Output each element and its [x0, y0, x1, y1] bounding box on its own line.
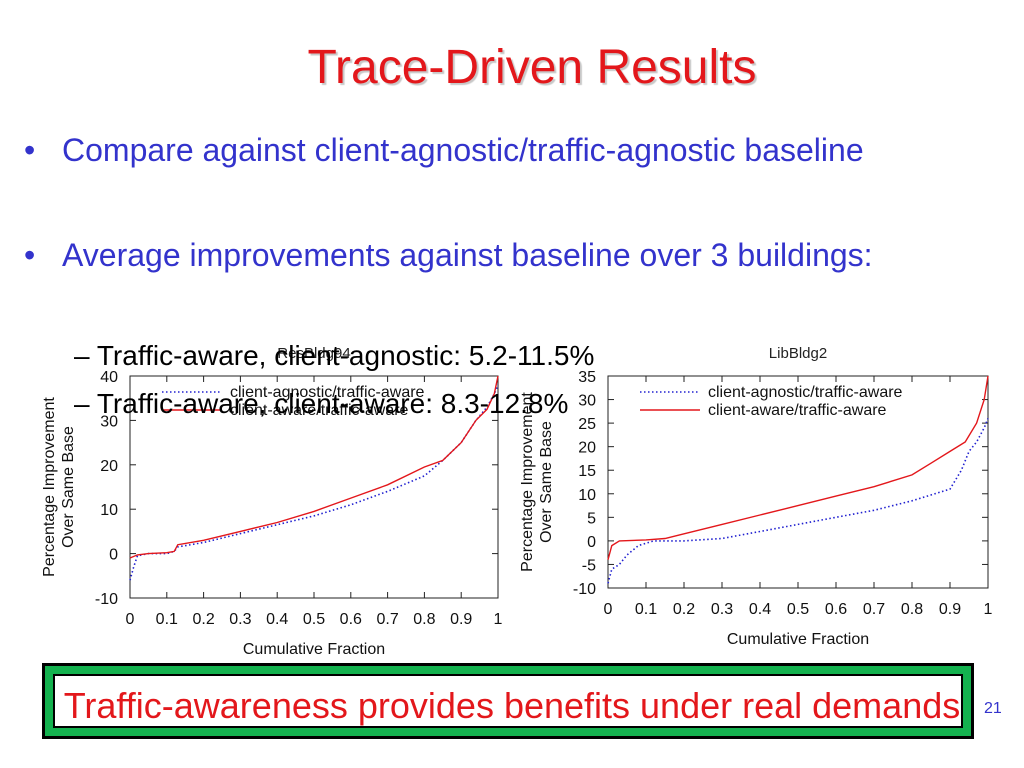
y-tick-label: 30 [100, 413, 118, 430]
page-number: 21 [984, 700, 1002, 717]
y-axis-label-line: Over Same Base [60, 426, 77, 548]
bullet-marker: • [24, 132, 36, 168]
x-tick-label: 0.2 [192, 611, 214, 628]
x-tick-label: 0 [126, 611, 135, 628]
x-tick-label: 0.7 [863, 601, 885, 618]
y-tick-label: 5 [587, 510, 596, 527]
footer-inner [53, 674, 963, 728]
y-tick-label: 10 [100, 502, 118, 519]
series-line-1 [129, 384, 499, 581]
chart-svg: LibBldg2 -10 -5 0 5 10 15 20 25 30 35 0 0.1 0.2 0.3 0.4… [519, 345, 993, 648]
x-tick-label: 0.2 [673, 601, 695, 618]
sub-bullet-1: – Traffic-aware, client-agnostic: 5.2-11… [74, 340, 594, 372]
y-tick-label: -10 [573, 581, 596, 598]
y-tick-label: 40 [100, 369, 118, 386]
x-tick-label: 0.7 [376, 611, 398, 628]
y-tick-label: 0 [109, 547, 118, 564]
x-tick-label: 0.1 [156, 611, 178, 628]
x-tick-label: 0.3 [229, 611, 251, 628]
slide-title: Trace-Driven Results [307, 41, 757, 94]
footer-frame [42, 663, 974, 739]
x-tick-label: 1 [494, 611, 503, 628]
legend-label-2: client-aware/traffic-aware [708, 402, 887, 419]
legend-label-1: client-agnostic/traffic-aware [708, 384, 903, 401]
sub-bullet-marker: – [74, 340, 90, 371]
bullet-text: Compare against client-agnostic/traffic-… [62, 132, 864, 168]
y-tick-label: 20 [100, 458, 118, 475]
x-tick-label: 0.5 [303, 611, 325, 628]
x-tick-label: 0.9 [939, 601, 961, 618]
chart-title: ResBldg94 [277, 345, 350, 362]
y-axis-label: Percentage Improvement Over Same Base [41, 397, 77, 577]
y-tick-label: -5 [582, 557, 596, 574]
x-tick-label: 0.9 [450, 611, 472, 628]
sub-bullet-text: Traffic-aware, client-agnostic: 5.2-11.5… [96, 340, 595, 371]
sub-bullet-2: – Traffic-aware, client-aware: 8.3-12.8% [74, 388, 568, 420]
chart-resbldg94: ResBldg94 -10 0 10 20 30 40 0 0.1 0.2 0.3 0.4 0.5 0.6… [20, 330, 510, 660]
series-line-2 [607, 375, 989, 560]
y-axis-label-line: Percentage Improvement [41, 397, 58, 577]
legend-label-1: client-agnostic/traffic-aware [230, 384, 425, 401]
y-axis-label-line: Over Same Base [538, 421, 555, 543]
legend-label-2: client-aware/traffic-aware [230, 402, 409, 419]
y-axis-label: Percentage Improvement Over Same Base [519, 392, 555, 572]
x-tick-label: 0 [604, 601, 613, 618]
chart-svg: ResBldg94 -10 0 10 20 30 40 0 0.1 0.2 0.3 0.4 0.5 0.6… [41, 345, 503, 658]
chart-libbldg2: LibBldg2 -10 -5 0 5 10 15 20 25 30 35 0 0.1 0.2 0.3 0.4… [510, 330, 1000, 660]
x-tick-label: 0.8 [901, 601, 923, 618]
x-tick-label: 0.3 [711, 601, 733, 618]
x-tick-label: 0.8 [413, 611, 435, 628]
series-line-2 [129, 375, 499, 559]
y-tick-label: 25 [578, 416, 596, 433]
y-axis-label-line: Percentage Improvement [519, 392, 536, 572]
x-tick-label: 0.5 [787, 601, 809, 618]
y-tick-label: 35 [578, 369, 596, 386]
footer-text: Traffic-awareness provides benefits unde… [63, 685, 961, 726]
sub-bullet-marker: – [74, 388, 90, 419]
x-tick-label: 0.1 [635, 601, 657, 618]
y-tick-label: 20 [578, 440, 596, 457]
x-tick-label: 0.4 [749, 601, 771, 618]
x-tick-label: 0.4 [266, 611, 288, 628]
series-line-1 [607, 418, 989, 584]
chart-title: LibBldg2 [769, 345, 827, 362]
x-tick-label: 1 [984, 601, 993, 618]
x-axis-label: Cumulative Fraction [727, 631, 869, 648]
y-tick-label: 10 [578, 487, 596, 504]
y-tick-label: 30 [578, 393, 596, 410]
y-tick-label: -10 [95, 591, 118, 608]
x-tick-label: 0.6 [825, 601, 847, 618]
y-tick-label: 0 [587, 534, 596, 551]
x-tick-label: 0.6 [340, 611, 362, 628]
y-tick-label: 15 [578, 463, 596, 480]
sub-bullet-text: Traffic-aware, client-aware: 8.3-12.8% [96, 388, 569, 419]
bullet-text: Average improvements against baseline ov… [62, 237, 873, 273]
x-axis-label: Cumulative Fraction [243, 641, 385, 658]
bullet-marker: • [24, 237, 36, 273]
